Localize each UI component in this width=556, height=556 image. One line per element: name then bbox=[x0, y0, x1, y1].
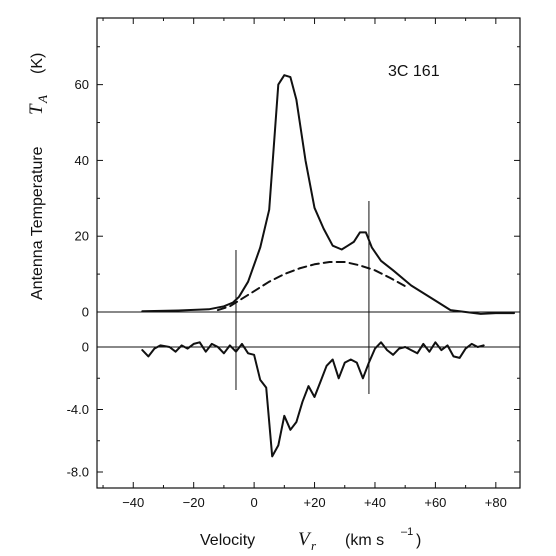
series-layer bbox=[141, 74, 515, 458]
x-tick-label: +80 bbox=[485, 495, 507, 510]
x-label-units-exponent: –1 bbox=[401, 526, 413, 538]
velocity-markers bbox=[235, 201, 370, 394]
x-tick-label: +40 bbox=[364, 495, 386, 510]
y-tick-label: 0 bbox=[82, 340, 89, 355]
x-tick-label: −40 bbox=[122, 495, 144, 510]
x-tick-label: +60 bbox=[424, 495, 446, 510]
emission-series-solid bbox=[141, 74, 515, 315]
x-label-units-close: ) bbox=[416, 532, 421, 549]
plot-frame bbox=[96, 17, 521, 489]
chart-title: 3C 161 bbox=[388, 63, 440, 80]
y-tick-label: 60 bbox=[75, 77, 89, 92]
x-label-subscript: r bbox=[311, 538, 317, 553]
y-label-symbol: T bbox=[26, 103, 47, 115]
x-label-units: (km s bbox=[345, 532, 384, 549]
y-tick-label: 20 bbox=[75, 229, 89, 244]
x-label-symbol: V bbox=[298, 529, 312, 550]
y-label-subscript: A bbox=[35, 95, 50, 104]
y-tick-label: 40 bbox=[75, 153, 89, 168]
y-label-units: (K) bbox=[29, 53, 46, 74]
x-tick-label: −20 bbox=[183, 495, 205, 510]
absorption-series-solid bbox=[141, 341, 485, 458]
plot-border bbox=[96, 17, 521, 489]
x-axis-label: Velocity V r (km s –1 ) bbox=[200, 526, 421, 553]
y-tick-label: -8.0 bbox=[67, 465, 89, 480]
y-label-words: Antenna Temperature bbox=[29, 146, 46, 300]
baseline-lines bbox=[97, 311, 520, 348]
y-axis-absorption: 0 -4.0 -8.0 bbox=[67, 340, 520, 480]
x-axis: −40 −20 0 +20 +40 +60 +80 bbox=[102, 18, 507, 510]
x-tick-label: 0 bbox=[250, 495, 257, 510]
x-label-word: Velocity bbox=[200, 532, 255, 549]
y-tick-label: -4.0 bbox=[67, 402, 89, 417]
x-tick-label: +20 bbox=[304, 495, 326, 510]
y-tick-label: 0 bbox=[82, 305, 89, 320]
emission-series-dashed bbox=[216, 261, 407, 312]
y-axis-emission: 0 20 40 60 bbox=[75, 46, 520, 320]
y-axis-label: Antenna Temperature T A (K) bbox=[26, 53, 50, 300]
